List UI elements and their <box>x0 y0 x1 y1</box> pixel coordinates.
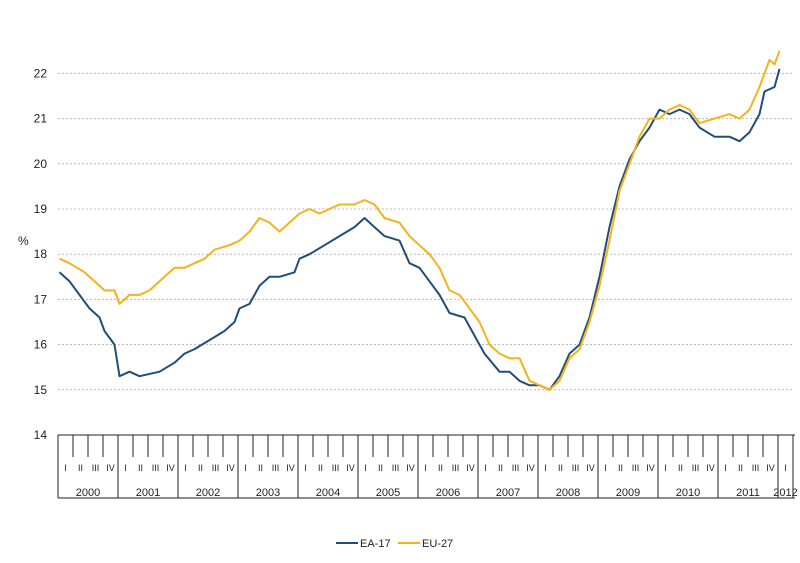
quarter-label: I <box>124 463 127 473</box>
y-axis-ticks: 14 15 16 17 18 19 20 21 22 <box>34 66 48 442</box>
quarter-label: IV <box>586 463 595 473</box>
y-tick-label: 18 <box>34 247 48 261</box>
series-line-ea-17 <box>58 68 781 391</box>
quarter-label: III <box>752 463 760 473</box>
quarter-label: IV <box>226 463 235 473</box>
quarter-label: IV <box>406 463 415 473</box>
quarter-label: IV <box>286 463 295 473</box>
quarter-label: II <box>378 463 383 473</box>
quarter-label: I <box>64 463 67 473</box>
quarter-label: IV <box>766 463 775 473</box>
year-label: 2007 <box>496 487 520 499</box>
y-tick-label: 16 <box>34 338 48 352</box>
year-label: 2011 <box>736 487 760 499</box>
quarter-label: IV <box>646 463 655 473</box>
quarter-label: I <box>424 463 427 473</box>
quarter-label: II <box>438 463 443 473</box>
y-axis-unit-label: % <box>18 234 29 248</box>
legend: EA-17 EU-27 <box>336 538 453 550</box>
quarter-label: III <box>92 463 100 473</box>
quarter-label: II <box>258 463 263 473</box>
y-tick-label: 19 <box>34 202 48 216</box>
year-label: 2012 <box>773 487 797 499</box>
quarter-label: III <box>512 463 520 473</box>
y-tick-label: 15 <box>34 383 48 397</box>
quarter-label: I <box>544 463 547 473</box>
quarter-label: II <box>198 463 203 473</box>
year-label: 2001 <box>136 487 160 499</box>
year-label: 2002 <box>196 487 220 499</box>
quarter-label: II <box>138 463 143 473</box>
quarter-label: III <box>692 463 700 473</box>
year-label: 2006 <box>436 487 460 499</box>
legend-label: EA-17 <box>360 538 391 550</box>
quarter-label: III <box>632 463 640 473</box>
quarter-label: II <box>558 463 563 473</box>
quarter-label: III <box>152 463 160 473</box>
y-tick-label: 17 <box>34 292 48 306</box>
y-tick-label: 21 <box>34 112 48 126</box>
quarter-label: I <box>724 463 727 473</box>
year-label: 2000 <box>76 487 100 499</box>
quarter-label: I <box>184 463 187 473</box>
quarter-label: IV <box>166 463 175 473</box>
quarter-label: I <box>784 463 787 473</box>
quarter-label: I <box>484 463 487 473</box>
y-tick-label: 14 <box>34 428 48 442</box>
gridlines <box>58 72 793 391</box>
quarter-label: II <box>78 463 83 473</box>
year-label: 2003 <box>256 487 280 499</box>
quarter-label: IV <box>346 463 355 473</box>
y-tick-label: 22 <box>34 66 48 80</box>
quarter-label: I <box>364 463 367 473</box>
quarter-label: IV <box>526 463 535 473</box>
series-lines <box>58 50 781 391</box>
quarter-label: II <box>498 463 503 473</box>
quarter-label: III <box>572 463 580 473</box>
series-line-eu-27 <box>59 50 781 391</box>
quarter-label: I <box>244 463 247 473</box>
quarter-label: III <box>332 463 340 473</box>
quarter-label: II <box>678 463 683 473</box>
quarter-label: III <box>452 463 460 473</box>
quarter-label: II <box>738 463 743 473</box>
year-label: 2010 <box>676 487 700 499</box>
year-label: 2004 <box>316 487 340 499</box>
y-tick-label: 20 <box>34 157 48 171</box>
year-label: 2009 <box>616 487 640 499</box>
quarter-label: II <box>318 463 323 473</box>
year-label: 2005 <box>376 487 400 499</box>
quarter-label: I <box>304 463 307 473</box>
quarter-label: III <box>212 463 220 473</box>
quarter-label: II <box>618 463 623 473</box>
quarter-label: III <box>392 463 400 473</box>
quarter-label: III <box>272 463 280 473</box>
quarter-label: I <box>664 463 667 473</box>
quarter-label: IV <box>466 463 475 473</box>
legend-label: EU-27 <box>422 538 453 550</box>
quarter-label: IV <box>106 463 115 473</box>
quarter-label: IV <box>706 463 715 473</box>
quarter-label: I <box>604 463 607 473</box>
year-label: 2008 <box>556 487 580 499</box>
x-axis: I II III IV I II III IV I II III IV I II III IV I II III IV… <box>57 434 798 499</box>
